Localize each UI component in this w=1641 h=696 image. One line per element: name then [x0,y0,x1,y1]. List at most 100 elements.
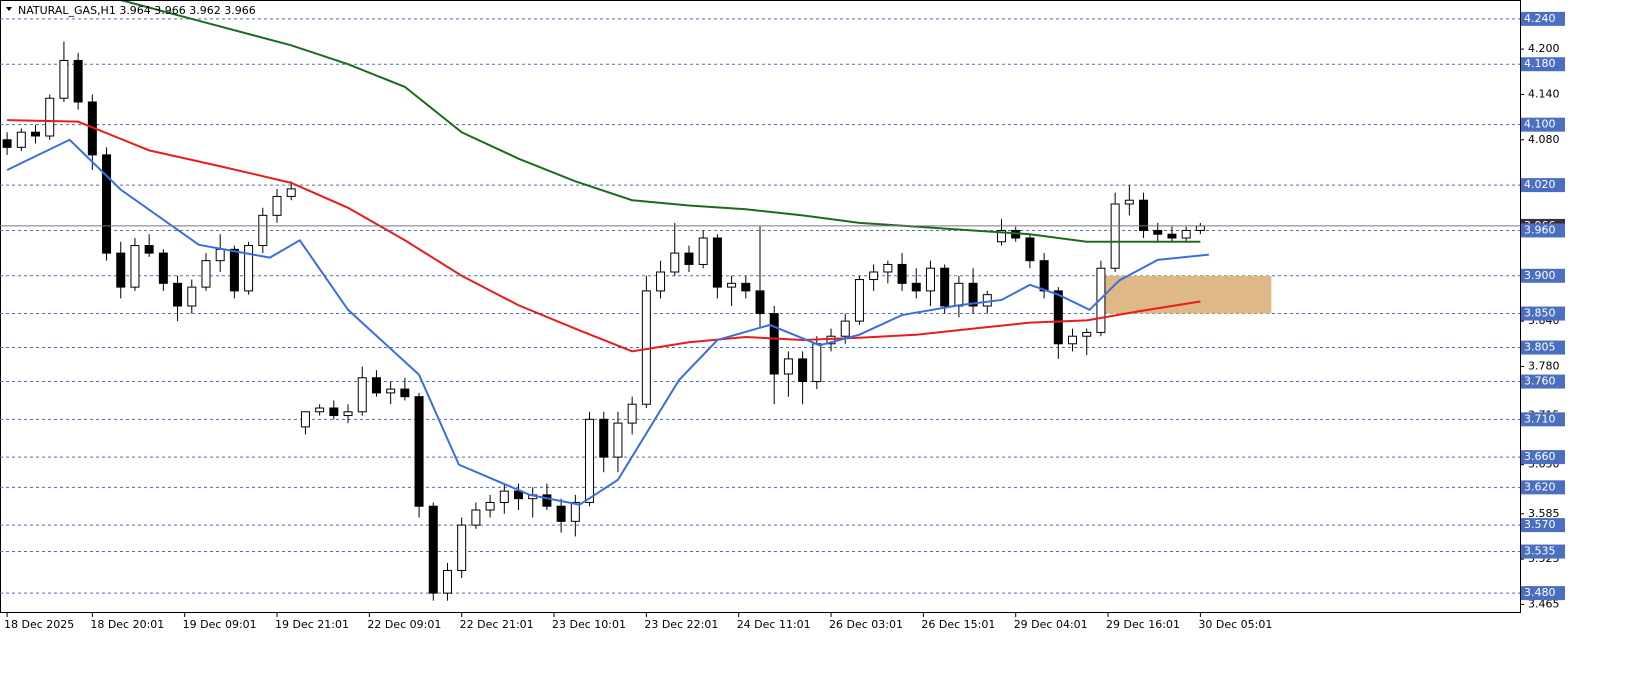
candle-body [1124,199,1134,205]
level-label-box [1521,11,1565,26]
candle-body [386,388,396,394]
candle-body [329,407,339,417]
candle-body [727,282,737,288]
candle-body [585,418,595,503]
x-tick-label: 18 Dec 2025 [4,618,74,631]
x-tick-label: 29 Dec 04:01 [1014,618,1088,631]
x-tick-label: 23 Dec 22:01 [644,618,718,631]
candle-body [201,260,211,288]
level-label: 3.480 [1524,586,1556,599]
level-label: 3.660 [1524,450,1556,463]
x-tick-label: 19 Dec 09:01 [183,618,257,631]
candle-body [229,248,239,292]
level-label-box [1521,450,1565,465]
candle-body [670,252,680,273]
candle-body [656,271,666,292]
y-tick-label: 4.140 [1528,87,1560,100]
candle-body [1195,225,1205,231]
candle-body [73,59,83,103]
candle-body [1068,335,1078,345]
candle-body [357,377,367,413]
candle-body [570,501,580,522]
candle-body [499,490,509,503]
candle-body [45,97,55,137]
candle-body [286,188,296,197]
candle-body [1153,229,1163,235]
candle-body [911,282,921,292]
y-tick-label: 4.080 [1528,133,1560,146]
candle-body [102,154,112,254]
y-tick-label: 3.465 [1528,597,1560,610]
candle-body [116,252,126,288]
y-tick-label: 4.200 [1528,42,1560,55]
level-label: 4.240 [1524,12,1556,25]
x-tick-label: 22 Dec 09:01 [367,618,441,631]
candle-body [258,214,268,247]
moving-average [7,119,1201,353]
candle-body [414,396,424,507]
candle-body [599,418,609,458]
candle-body [343,411,353,417]
level-label-box [1521,117,1565,132]
level-label: 3.900 [1524,269,1556,282]
candle-body [16,131,26,148]
plot-area [2,1,1272,601]
candle-body [883,263,893,273]
level-label: 4.100 [1524,118,1556,131]
menu-triangle [6,7,12,11]
candle-body [968,282,978,307]
axes: 4.2004.1404.0803.8403.7803.7153.6503.585… [0,11,1565,631]
candle-body [1167,233,1177,239]
candle-body [741,282,751,292]
candle-body [613,422,623,458]
level-label-box [1521,518,1565,533]
candle-body [755,290,765,315]
candle-body [542,494,552,507]
level-label-box [1521,374,1565,389]
candle-body [1096,267,1106,333]
level-label-box [1521,586,1565,601]
candle-body [798,358,808,383]
x-tick-label: 19 Dec 21:01 [275,618,349,631]
x-tick-label: 23 Dec 10:01 [552,618,626,631]
candle-body [769,313,779,375]
candle-body [897,263,907,284]
x-tick-label: 24 Dec 11:01 [737,618,811,631]
candle-body [712,237,722,288]
x-tick-label: 29 Dec 16:01 [1106,618,1180,631]
levels [0,18,1520,594]
level-label-box [1521,268,1565,283]
candle-body [940,267,950,307]
candle-body [173,282,183,307]
candle-body [684,252,694,265]
candle-body [1053,290,1063,345]
zone [1100,275,1272,314]
chart-title: NATURAL_GAS,H1 3.964 3.966 3.962 3.966 [18,4,256,17]
candle-body [1110,203,1120,269]
level-label-box [1521,306,1565,321]
candle-body [315,407,325,413]
candle-body [641,290,651,405]
level-label: 3.710 [1524,412,1556,425]
plot-frame [0,0,1521,613]
x-tick-label: 26 Dec 03:01 [829,618,903,631]
candle-body [2,139,12,148]
candle-body [996,229,1006,243]
candle-body [457,524,467,571]
candle-body [954,282,964,307]
candle-body [371,377,381,394]
candle-body [1039,260,1049,292]
candle-body [982,294,992,307]
level-label: 3.960 [1524,223,1556,236]
level-label-box [1521,412,1565,427]
candle-body [158,252,168,284]
moving-average [6,138,1210,506]
level-label-box [1521,57,1565,72]
candle-body [627,403,637,424]
candle-body [428,505,438,594]
level-label: 4.180 [1524,57,1556,70]
candle-body [442,569,452,594]
candle-body [840,320,850,337]
level-label: 3.620 [1524,480,1556,493]
